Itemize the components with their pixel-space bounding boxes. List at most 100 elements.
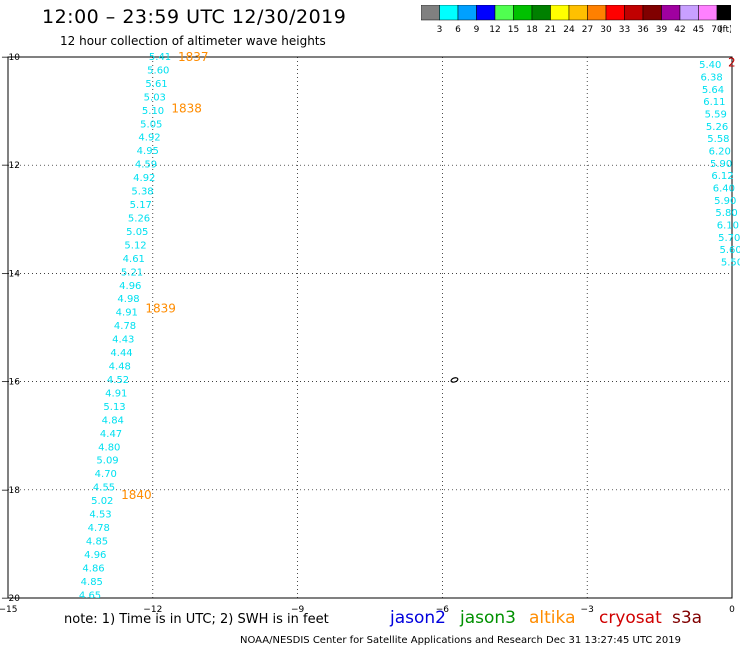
swh-value: 5.58 [707, 134, 729, 145]
colorbar-label: 21 [545, 25, 556, 35]
colorbar-label: 6 [455, 25, 461, 35]
swh-value: 5.50 [721, 258, 740, 269]
swh-value: 4.85 [81, 577, 103, 588]
colorbar-label: 12 [489, 25, 500, 35]
x-tick-label: −15 [0, 605, 18, 615]
swh-value: 5.26 [706, 122, 728, 133]
swh-value: 4.91 [105, 388, 127, 399]
legend-altika: altika [529, 608, 576, 628]
swh-value: 4.48 [109, 362, 131, 373]
swh-value: 6.40 [713, 184, 735, 195]
x-tick-label: −3 [581, 605, 594, 615]
swh-value: 4.78 [114, 321, 136, 332]
swh-value: 5.21 [121, 267, 143, 278]
y-tick-label: −16 [1, 378, 20, 388]
swh-value: 4.53 [89, 510, 111, 521]
swh-value: 5.64 [702, 85, 724, 96]
colorbar-label: 24 [563, 25, 575, 35]
pass-time-label: 1840 [121, 488, 152, 502]
island-marker [450, 377, 459, 383]
y-tick-label: −20 [1, 594, 20, 604]
y-tick-label: −12 [1, 161, 20, 171]
colorbar-label: 39 [656, 25, 668, 35]
swh-value: 4.91 [116, 308, 138, 319]
credits-line: NOAA/NESDIS Center for Satellite Applica… [240, 635, 682, 646]
swh-value: 4.92 [138, 133, 160, 144]
swh-value: 4.43 [112, 335, 134, 346]
legend-s3a: s3a [672, 608, 703, 628]
swh-value: 6.20 [709, 147, 731, 158]
swh-value: 4.70 [95, 469, 117, 480]
swh-value: 4.86 [82, 563, 104, 574]
swh-value: 4.85 [86, 536, 108, 547]
swh-value: 5.09 [96, 456, 118, 467]
swh-value: 5.05 [126, 227, 148, 238]
map-frame [7, 56, 733, 599]
swh-value: 5.61 [145, 79, 167, 90]
swh-value: 5.60 [147, 65, 169, 76]
swh-value: 5.60 [720, 245, 740, 256]
colorbar-label: 36 [637, 25, 649, 35]
footer-note: note: 1) Time is in UTC; 2) SWH is in fe… [64, 612, 329, 627]
x-tick-label: −12 [143, 605, 162, 615]
colorbar-label: 70 [711, 25, 723, 35]
legend-cryosat: cryosat [599, 608, 662, 628]
page-subtitle: 12 hour collection of altimeter wave hei… [60, 34, 326, 48]
swh-value: 4.92 [133, 173, 155, 184]
swh-value: 4.78 [88, 523, 110, 534]
colorbar-label: 18 [526, 25, 538, 35]
swh-value: 5.70 [718, 233, 740, 244]
swh-value: 5.26 [128, 213, 150, 224]
swh-value: 6.38 [701, 72, 723, 83]
colorbar-label: 27 [582, 25, 593, 35]
swh-value: 5.02 [91, 496, 113, 507]
swh-value: 5.59 [705, 109, 727, 120]
colorbar-label: 30 [600, 25, 612, 35]
y-tick-label: −18 [1, 486, 20, 496]
colorbar-swatch [716, 5, 731, 21]
pass-time-label: 1838 [171, 101, 202, 115]
colorbar-label: 45 [693, 25, 704, 35]
colorbar-label: 42 [674, 25, 685, 35]
x-tick-label: −6 [436, 605, 450, 615]
swh-value: 4.44 [110, 348, 132, 359]
swh-value: 5.17 [130, 200, 152, 211]
swh-value: 4.59 [135, 160, 157, 171]
colorbar-label: 3 [437, 25, 443, 35]
swh-value: 4.52 [107, 375, 129, 386]
legend-jason2: jason2 [390, 608, 446, 628]
swh-value: 5.90 [710, 159, 732, 170]
swh-value: 5.40 [699, 60, 721, 71]
y-tick-label: −14 [1, 269, 20, 279]
swh-value: 5.03 [144, 92, 166, 103]
swh-value: 4.61 [123, 254, 145, 265]
swh-value: 5.10 [142, 106, 164, 117]
swh-value: 6.10 [717, 221, 739, 232]
swh-value: 6.12 [711, 171, 733, 182]
y-tick-label: −10 [1, 53, 20, 63]
swh-value: 5.90 [714, 196, 736, 207]
swh-value: 4.95 [137, 146, 159, 157]
colorbar-label: 15 [508, 25, 519, 35]
swh-value: 4.84 [102, 415, 124, 426]
swh-value: 4.98 [117, 294, 139, 305]
colorbar-unit: (ft) [719, 25, 731, 35]
pass-time-label: 1839 [145, 302, 176, 316]
x-tick-label: −9 [291, 605, 305, 615]
swh-value: 5.38 [131, 187, 153, 198]
swh-value: 5.12 [124, 240, 146, 251]
pass-time-label: 2 [728, 55, 736, 69]
colorbar-label: 9 [474, 25, 480, 35]
swh-value: 5.05 [140, 119, 162, 130]
swh-value: 4.96 [84, 550, 106, 561]
swh-value: 4.96 [119, 281, 141, 292]
page-title: 12:00 – 23:59 UTC 12/30/2019 [42, 6, 347, 28]
swh-value: 4.55 [93, 483, 115, 494]
x-tick-label: 0 [729, 605, 735, 615]
legend-jason3: jason3 [460, 608, 516, 628]
swh-value: 5.80 [715, 208, 737, 219]
swh-value: 4.80 [98, 442, 120, 453]
colorbar-label: 33 [619, 25, 630, 35]
